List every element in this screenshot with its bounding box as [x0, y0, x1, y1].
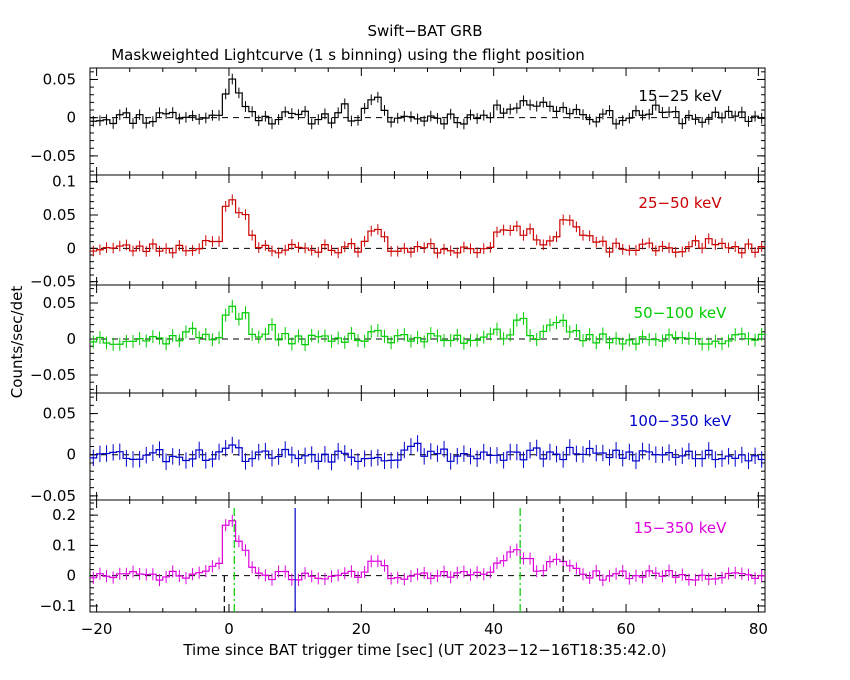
lightcurve-steps [90, 78, 765, 125]
y-tick-label: −0.05 [30, 487, 76, 505]
y-tick-label: 0.2 [52, 506, 76, 524]
panel-p4: 0.05 0 −0.05 100−350 keV [30, 392, 766, 505]
y-tick-label: −0.1 [40, 597, 76, 615]
band-label: 15−25 keV [638, 87, 722, 105]
y-axis-label: Counts/sec/det [8, 286, 26, 399]
y-tick-label: 0.05 [43, 206, 76, 224]
y-tick-label: 0.05 [43, 294, 76, 312]
band-label: 25−50 keV [638, 194, 722, 212]
band-label: 50−100 keV [634, 304, 727, 322]
panel-p3: 0.05 0 −0.05 50−100 keV [30, 284, 766, 394]
lightcurve-steps [90, 199, 765, 254]
panels-group: 0.05 0 −0.05 15−25 keV 0.1 0.05 0 −0.05 25−50 ke… [30, 67, 768, 638]
y-tick-label: −0.05 [30, 147, 76, 165]
panel-p2: 0.1 0.05 0 −0.05 25−50 keV [30, 173, 766, 291]
x-tick-label: −20 [81, 620, 113, 638]
x-tick-label: 20 [352, 620, 371, 638]
y-tick-label: −0.05 [30, 366, 76, 384]
y-tick-label: 0 [66, 330, 76, 348]
panel-p1: 0.05 0 −0.05 15−25 keV [30, 67, 766, 176]
panel-frame [89, 499, 766, 613]
y-tick-label: 0.1 [52, 536, 76, 554]
y-tick-label: 0.05 [43, 405, 76, 423]
lightcurve-steps [90, 305, 765, 346]
band-label: 100−350 keV [629, 412, 732, 430]
x-axis-label: Time since BAT trigger time [sec] (UT 20… [182, 641, 666, 659]
panel-frame [89, 392, 766, 501]
panel-frame [89, 174, 766, 286]
y-tick-label: 0 [66, 446, 76, 464]
y-tick-label: −0.05 [30, 273, 76, 291]
x-tick-label: 80 [749, 620, 768, 638]
panel-p5: 0.2 0.1 0 −0.1 15−350 keV −20 0 20 40 60 80 [40, 499, 768, 638]
lightcurve-steps [90, 442, 765, 463]
y-tick-label: 0 [66, 239, 76, 257]
y-tick-label: 0 [66, 109, 76, 127]
figure-subtitle: Maskweighted Lightcurve (1 s binning) us… [111, 46, 585, 64]
lightcurve-steps [90, 520, 765, 581]
y-tick-label: 0.05 [43, 70, 76, 88]
y-tick-label: 0.1 [52, 173, 76, 191]
x-tick-label: 60 [616, 620, 635, 638]
x-tick-label: 0 [224, 620, 234, 638]
band-label: 15−350 keV [634, 519, 727, 537]
figure-title: Swift−BAT GRB [367, 22, 482, 40]
y-tick-label: 0 [66, 567, 76, 585]
x-tick-label: 40 [484, 620, 503, 638]
